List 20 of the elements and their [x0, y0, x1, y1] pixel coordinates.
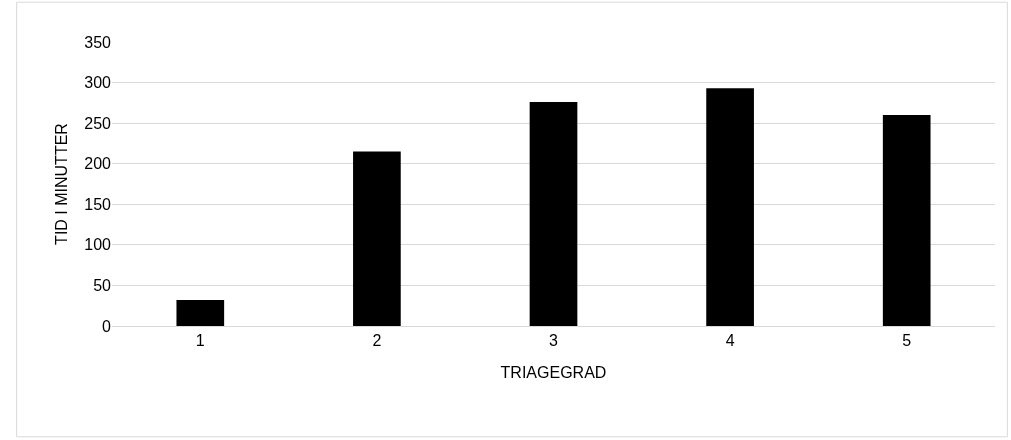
- y-tick-label: 100: [84, 236, 112, 254]
- y-tick-label: 350: [84, 33, 112, 51]
- y-tick-label: 150: [84, 195, 112, 213]
- bar: [176, 300, 225, 326]
- x-tick-label: 5: [902, 332, 912, 350]
- x-tick-label: 2: [372, 332, 382, 350]
- y-tick-label: 250: [84, 114, 112, 132]
- bar: [882, 115, 931, 326]
- x-tick-label: 4: [725, 332, 735, 350]
- bar: [529, 102, 578, 326]
- bar: [353, 151, 401, 326]
- y-tick-label: 0: [102, 317, 112, 335]
- y-tick-label: 50: [93, 277, 112, 295]
- x-axis-title: TRIAGEGRAD: [500, 363, 607, 381]
- x-tick-label: 3: [549, 332, 559, 350]
- bar: [706, 88, 754, 326]
- y-tick-label: 200: [84, 155, 112, 173]
- y-axis-title: TID I MINUTTER: [53, 123, 71, 245]
- y-tick-label: 300: [84, 74, 112, 92]
- x-tick-label: 1: [195, 332, 205, 350]
